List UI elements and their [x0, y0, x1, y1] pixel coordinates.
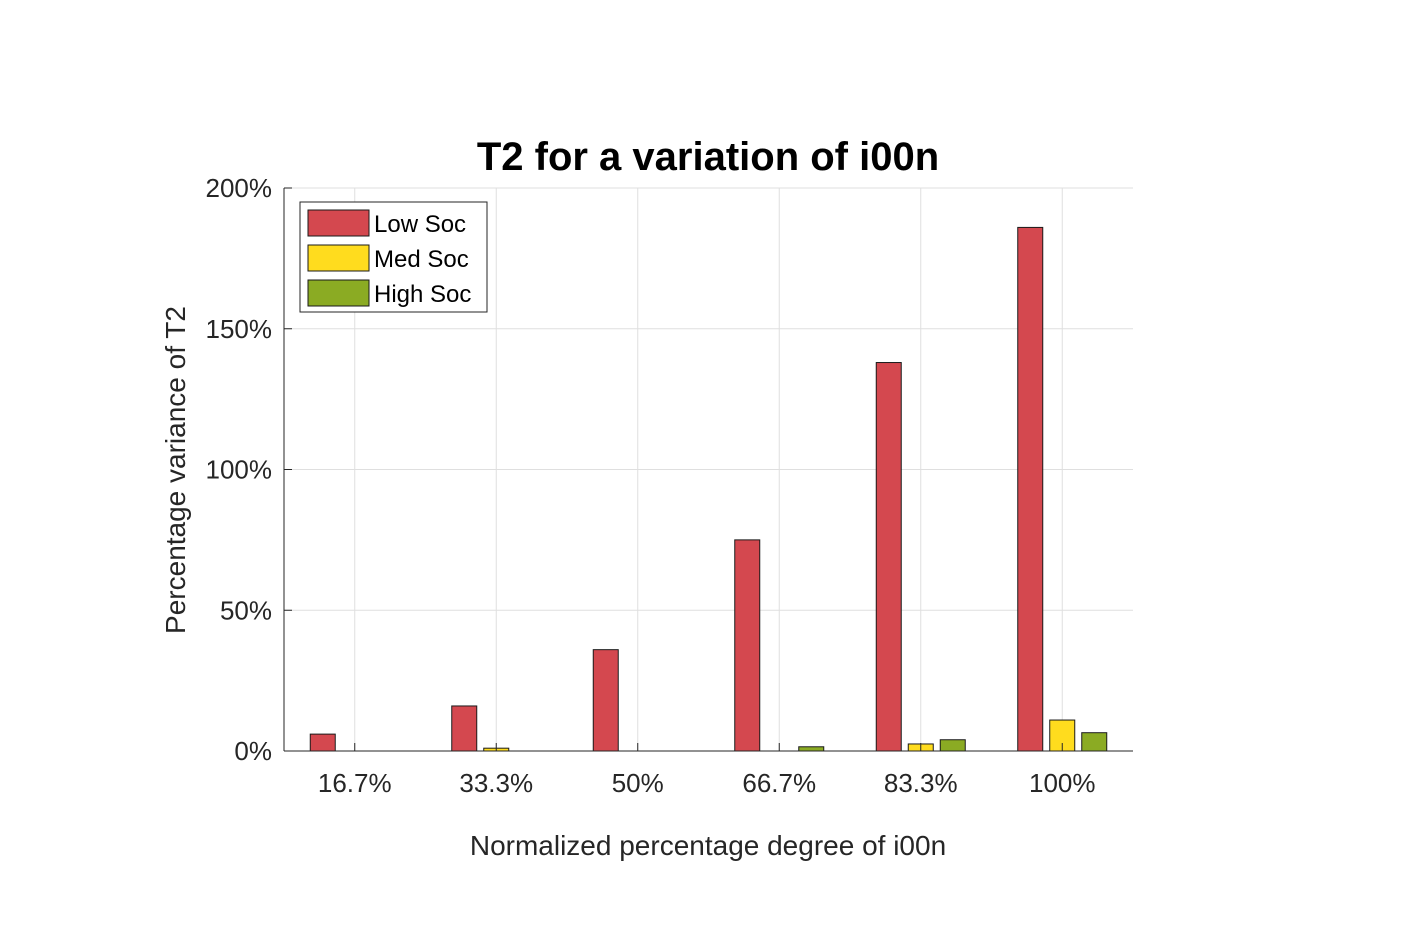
legend-label: Med Soc [374, 246, 469, 273]
bars [309, 226, 1108, 752]
x-axis-label: Normalized percentage degree of i00n [470, 830, 946, 861]
bar-high-soc [1081, 732, 1108, 752]
x-tick-label: 16.7% [318, 768, 392, 798]
bar-high-soc [798, 746, 825, 752]
bar-low-soc [592, 649, 619, 752]
y-tick-label: 100% [206, 455, 273, 485]
x-tick-label: 100% [1029, 768, 1096, 798]
legend: Low Soc Med Soc High Soc [299, 201, 488, 313]
legend-swatch [307, 244, 370, 272]
legend-label: High Soc [374, 281, 471, 308]
bar-low-soc [734, 539, 761, 752]
bar-low-soc [451, 705, 478, 752]
y-tick-label: 50% [220, 595, 272, 625]
x-tick-label: 66.7% [742, 768, 816, 798]
legend-swatch [307, 279, 370, 307]
x-tick-label: 50% [612, 768, 664, 798]
y-tick-label: 150% [206, 314, 273, 344]
bar-low-soc [1017, 226, 1044, 752]
bar-high-soc [939, 739, 966, 752]
legend-label: Low Soc [374, 211, 466, 238]
chart-title: T2 for a variation of i00n [477, 135, 939, 179]
bar-low-soc [875, 362, 902, 752]
y-axis-label: Percentage variance of T2 [160, 306, 191, 634]
y-tick-label: 0% [234, 736, 272, 766]
y-tick-label: 200% [206, 173, 273, 203]
bar-low-soc [309, 733, 336, 752]
tick-labels: 0% 50% 100% 150% 200% 16.7% 33.3% 50% 66.7% 83.3%… [206, 173, 1096, 798]
x-tick-label: 83.3% [884, 768, 958, 798]
legend-swatch [307, 209, 370, 237]
x-tick-label: 33.3% [459, 768, 533, 798]
